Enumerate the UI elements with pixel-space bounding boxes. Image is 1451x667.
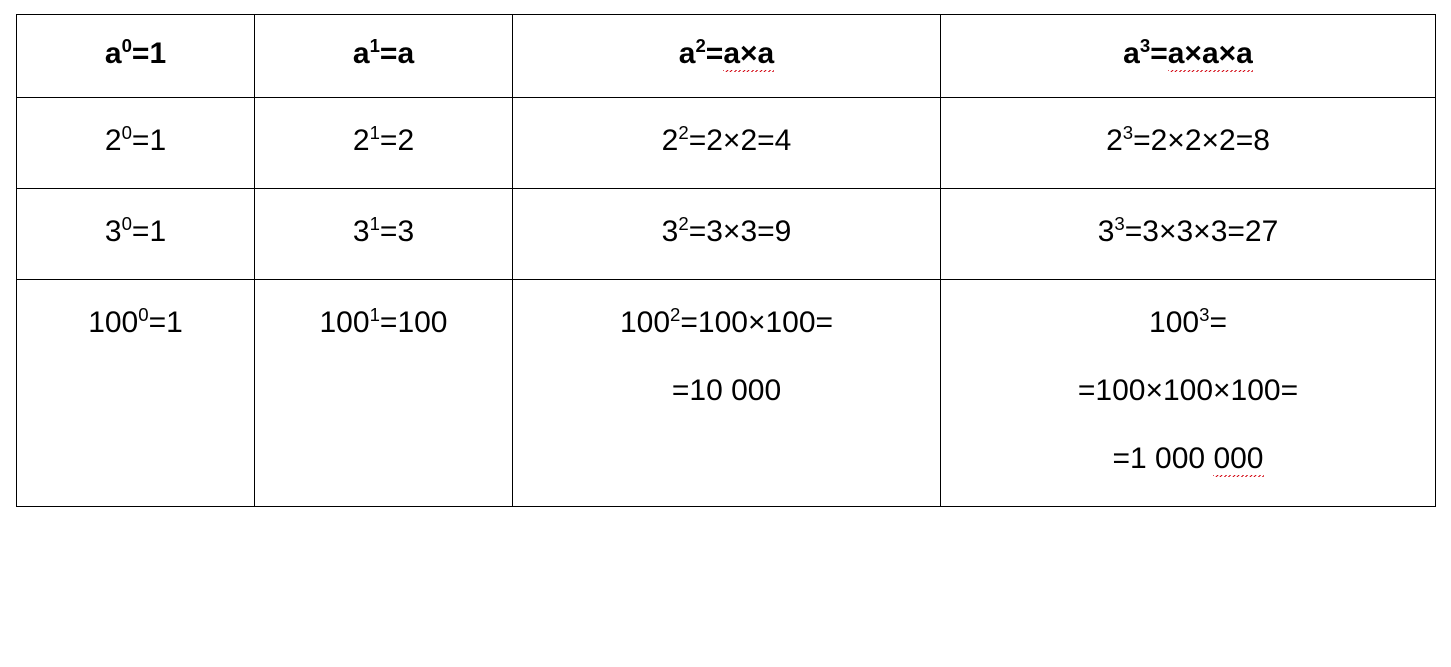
table-cell: 32=3×3=9 — [513, 189, 941, 280]
power-base: 2 — [662, 124, 679, 157]
table-row: 1000=1 1001=100 1002=100×100= =10 000 10… — [17, 280, 1436, 507]
table-cell: 1002=100×100= =10 000 — [513, 280, 941, 507]
power-rhs: 3×3=9 — [706, 215, 791, 248]
power-rhs: 3 — [397, 215, 414, 248]
power-base: 2 — [353, 124, 370, 157]
power-rhs: 2×2×2=8 — [1151, 124, 1270, 157]
power-exponent: 1 — [370, 304, 380, 325]
power-rhs: 100 — [397, 306, 447, 339]
power-exponent: 2 — [678, 122, 688, 143]
power-rhs: 1 — [149, 215, 166, 248]
power-base: 100 — [88, 306, 138, 339]
power-rhs: 1 — [166, 306, 183, 339]
power-exponent: 0 — [122, 122, 132, 143]
power-rhs: 2×2=4 — [706, 124, 791, 157]
header-cell: a1=a — [255, 15, 513, 98]
power-exponent: 3 — [1140, 35, 1150, 56]
table-cell: 33=3×3×3=27 — [941, 189, 1436, 280]
power-exponent: 3 — [1114, 213, 1124, 234]
power-base: 3 — [1098, 215, 1115, 248]
power-exponent: 1 — [370, 213, 380, 234]
power-base: a — [353, 37, 370, 70]
power-exponent: 2 — [695, 35, 705, 56]
power-rhs: 100×100= — [698, 306, 833, 339]
power-base: 2 — [105, 124, 122, 157]
power-base: 3 — [662, 215, 679, 248]
table-cell: 30=1 — [17, 189, 255, 280]
power-exponent: 0 — [138, 304, 148, 325]
power-exponent: 3 — [1123, 122, 1133, 143]
power-base: a — [1123, 37, 1140, 70]
table-cell: 1001=100 — [255, 280, 513, 507]
continuation-line: =1 000 000 — [949, 438, 1427, 480]
power-rhs: a×a — [723, 37, 774, 72]
power-exponent: 2 — [670, 304, 680, 325]
table-cell: 21=2 — [255, 98, 513, 189]
continuation-line: =100×100×100= — [949, 370, 1427, 412]
table-cell: 20=1 — [17, 98, 255, 189]
power-base: 100 — [320, 306, 370, 339]
power-base: 100 — [1149, 306, 1199, 339]
power-exponent: 3 — [1199, 304, 1209, 325]
power-rhs: 3×3×3=27 — [1142, 215, 1278, 248]
power-exponent: 2 — [678, 213, 688, 234]
power-rhs: 1 — [149, 124, 166, 157]
power-exponent: 0 — [122, 213, 132, 234]
power-rhs: a×a×a — [1168, 37, 1253, 72]
table-cell: 31=3 — [255, 189, 513, 280]
header-cell: a2=a×a — [513, 15, 941, 98]
powers-table: a0=1 a1=a a2=a×a a3=a×a×a 20=1 21=2 22=2… — [16, 14, 1436, 507]
table-cell: 1000=1 — [17, 280, 255, 507]
power-base: 2 — [1106, 124, 1123, 157]
table-header-row: a0=1 a1=a a2=a×a a3=a×a×a — [17, 15, 1436, 98]
power-base: a — [679, 37, 696, 70]
continuation-line: =10 000 — [521, 370, 932, 412]
table-row: 20=1 21=2 22=2×2=4 23=2×2×2=8 — [17, 98, 1436, 189]
header-cell: a0=1 — [17, 15, 255, 98]
power-exponent: 1 — [370, 35, 380, 56]
table-cell: 1003= =100×100×100= =1 000 000 — [941, 280, 1436, 507]
text-plain: =1 000 — [1113, 442, 1214, 475]
power-base: a — [105, 37, 122, 70]
header-cell: a3=a×a×a — [941, 15, 1436, 98]
power-rhs: 1 — [149, 37, 166, 70]
power-base: 100 — [620, 306, 670, 339]
power-rhs: a — [397, 37, 414, 70]
table-cell: 23=2×2×2=8 — [941, 98, 1436, 189]
power-exponent: 0 — [122, 35, 132, 56]
table-cell: 22=2×2=4 — [513, 98, 941, 189]
table-row: 30=1 31=3 32=3×3=9 33=3×3×3=27 — [17, 189, 1436, 280]
power-base: 3 — [353, 215, 370, 248]
power-exponent: 1 — [370, 122, 380, 143]
power-base: 3 — [105, 215, 122, 248]
power-rhs: 2 — [397, 124, 414, 157]
text-squiggle: 000 — [1213, 442, 1263, 477]
